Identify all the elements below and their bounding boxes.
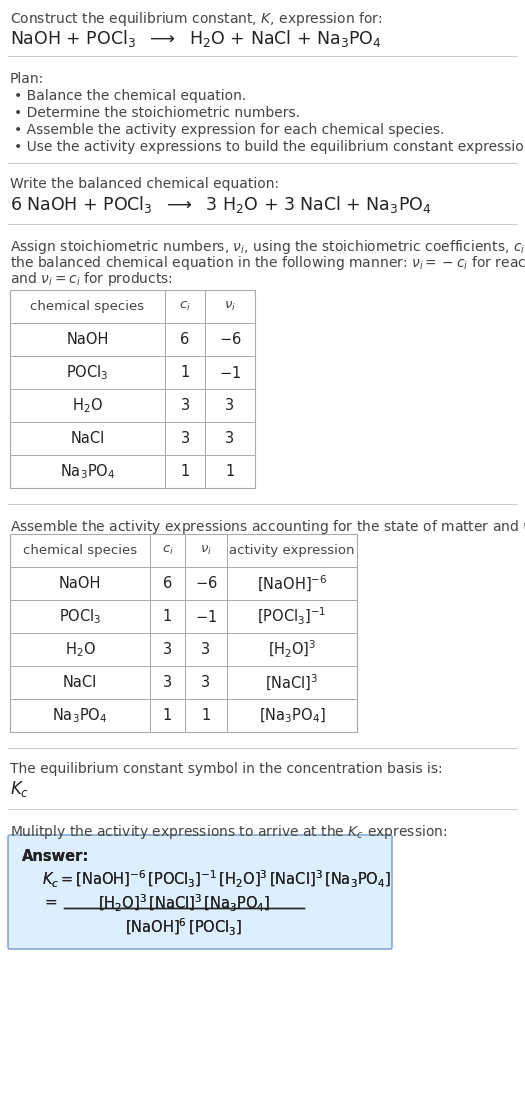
Text: 3: 3 xyxy=(202,675,211,690)
Text: [POCl$_3$]$^{-1}$: [POCl$_3$]$^{-1}$ xyxy=(257,606,327,627)
Text: Plan:: Plan: xyxy=(10,72,44,85)
Text: 3: 3 xyxy=(225,431,235,446)
Text: activity expression: activity expression xyxy=(229,544,355,557)
Text: 1: 1 xyxy=(181,365,190,380)
Text: 1: 1 xyxy=(181,464,190,479)
Text: Assemble the activity expressions accounting for the state of matter and $\nu_i$: Assemble the activity expressions accoun… xyxy=(10,518,525,536)
Text: 6: 6 xyxy=(163,576,172,591)
Bar xyxy=(10,534,357,732)
Text: $\mathrm{[NaOH]^6\,[POCl_3]}$: $\mathrm{[NaOH]^6\,[POCl_3]}$ xyxy=(125,917,243,938)
Text: • Use the activity expressions to build the equilibrium constant expression.: • Use the activity expressions to build … xyxy=(14,140,525,155)
Text: Answer:: Answer: xyxy=(22,849,89,864)
Text: 1: 1 xyxy=(225,464,235,479)
Text: Na$_3$PO$_4$: Na$_3$PO$_4$ xyxy=(60,463,115,481)
Text: $\nu_i$: $\nu_i$ xyxy=(224,300,236,313)
Text: 3: 3 xyxy=(163,675,172,690)
Text: Write the balanced chemical equation:: Write the balanced chemical equation: xyxy=(10,176,279,191)
Text: and $\nu_i = c_i$ for products:: and $\nu_i = c_i$ for products: xyxy=(10,270,173,288)
Text: NaOH: NaOH xyxy=(59,576,101,591)
Text: The equilibrium constant symbol in the concentration basis is:: The equilibrium constant symbol in the c… xyxy=(10,762,443,776)
Text: NaOH: NaOH xyxy=(66,332,109,347)
Text: $c_i$: $c_i$ xyxy=(179,300,191,313)
Text: POCl$_3$: POCl$_3$ xyxy=(59,607,101,626)
Text: $-1$: $-1$ xyxy=(195,608,217,625)
Text: $-6$: $-6$ xyxy=(195,575,217,592)
Text: Na$_3$PO$_4$: Na$_3$PO$_4$ xyxy=(52,706,108,724)
Text: $\nu_i$: $\nu_i$ xyxy=(200,544,212,557)
Text: $c_i$: $c_i$ xyxy=(162,544,173,557)
Text: Mulitply the activity expressions to arrive at the $K_c$ expression:: Mulitply the activity expressions to arr… xyxy=(10,823,447,841)
Text: $-6$: $-6$ xyxy=(219,331,242,347)
Text: • Balance the chemical equation.: • Balance the chemical equation. xyxy=(14,89,246,103)
Text: $=$: $=$ xyxy=(42,893,58,909)
Text: $\mathrm{[H_2O]^3\,[NaCl]^3\,[Na_3PO_4]}$: $\mathrm{[H_2O]^3\,[NaCl]^3\,[Na_3PO_4]}… xyxy=(98,893,270,914)
Text: [Na$_3$PO$_4$]: [Na$_3$PO$_4$] xyxy=(259,706,326,724)
Text: $\mathrm{[H_2O]^3\,[NaCl]^3\,[Na_3PO_4]}$: $\mathrm{[H_2O]^3\,[NaCl]^3\,[Na_3PO_4]}… xyxy=(98,893,270,914)
Text: 1: 1 xyxy=(163,708,172,723)
Text: $K_c$: $K_c$ xyxy=(10,779,29,799)
Text: 3: 3 xyxy=(225,398,235,413)
Text: chemical species: chemical species xyxy=(30,300,144,313)
Text: POCl$_3$: POCl$_3$ xyxy=(66,363,109,381)
Text: Assign stoichiometric numbers, $\nu_i$, using the stoichiometric coefficients, $: Assign stoichiometric numbers, $\nu_i$, … xyxy=(10,238,525,256)
Text: [NaCl]$^3$: [NaCl]$^3$ xyxy=(265,673,319,693)
Text: 3: 3 xyxy=(163,642,172,657)
Text: NaCl: NaCl xyxy=(63,675,97,690)
Text: [H$_2$O]$^3$: [H$_2$O]$^3$ xyxy=(268,639,316,660)
Text: chemical species: chemical species xyxy=(23,544,137,557)
Text: NaCl: NaCl xyxy=(70,431,104,446)
Text: 1: 1 xyxy=(202,708,211,723)
Text: the balanced chemical equation in the following manner: $\nu_i = -c_i$ for react: the balanced chemical equation in the fo… xyxy=(10,254,525,272)
Text: 3: 3 xyxy=(181,398,190,413)
Text: Construct the equilibrium constant, $K$, expression for:: Construct the equilibrium constant, $K$,… xyxy=(10,10,383,28)
Text: [NaOH]$^{-6}$: [NaOH]$^{-6}$ xyxy=(257,573,327,594)
Text: • Determine the stoichiometric numbers.: • Determine the stoichiometric numbers. xyxy=(14,106,300,119)
Text: $K_c = \mathrm{[NaOH]^{-6}\,[POCl_3]^{-1}\,[H_2O]^{3}\,[NaCl]^{3}\,[Na_3PO_4]}$: $K_c = \mathrm{[NaOH]^{-6}\,[POCl_3]^{-1… xyxy=(42,869,391,890)
Text: • Assemble the activity expression for each chemical species.: • Assemble the activity expression for e… xyxy=(14,123,444,137)
Text: $=$: $=$ xyxy=(42,893,58,909)
Text: H$_2$O: H$_2$O xyxy=(65,640,96,659)
Text: $K_c = \mathrm{[NaOH]^{-6}\,[POCl_3]^{-1}\,[H_2O]^{3}\,[NaCl]^{3}\,[Na_3PO_4]}$: $K_c = \mathrm{[NaOH]^{-6}\,[POCl_3]^{-1… xyxy=(42,869,391,890)
Bar xyxy=(10,290,255,488)
Text: $\mathrm{[NaOH]^6\,[POCl_3]}$: $\mathrm{[NaOH]^6\,[POCl_3]}$ xyxy=(125,917,243,938)
Text: 1: 1 xyxy=(163,609,172,624)
Text: 6: 6 xyxy=(181,332,190,347)
Text: NaOH + POCl$_3$  $\longrightarrow$  H$_2$O + NaCl + Na$_3$PO$_4$: NaOH + POCl$_3$ $\longrightarrow$ H$_2$O… xyxy=(10,28,382,49)
Text: Answer:: Answer: xyxy=(22,849,89,864)
FancyBboxPatch shape xyxy=(8,835,392,949)
Text: 3: 3 xyxy=(181,431,190,446)
Text: $-1$: $-1$ xyxy=(219,365,241,380)
Text: 3: 3 xyxy=(202,642,211,657)
Text: H$_2$O: H$_2$O xyxy=(72,396,103,415)
Text: 6 NaOH + POCl$_3$  $\longrightarrow$  3 H$_2$O + 3 NaCl + Na$_3$PO$_4$: 6 NaOH + POCl$_3$ $\longrightarrow$ 3 H$… xyxy=(10,194,432,215)
